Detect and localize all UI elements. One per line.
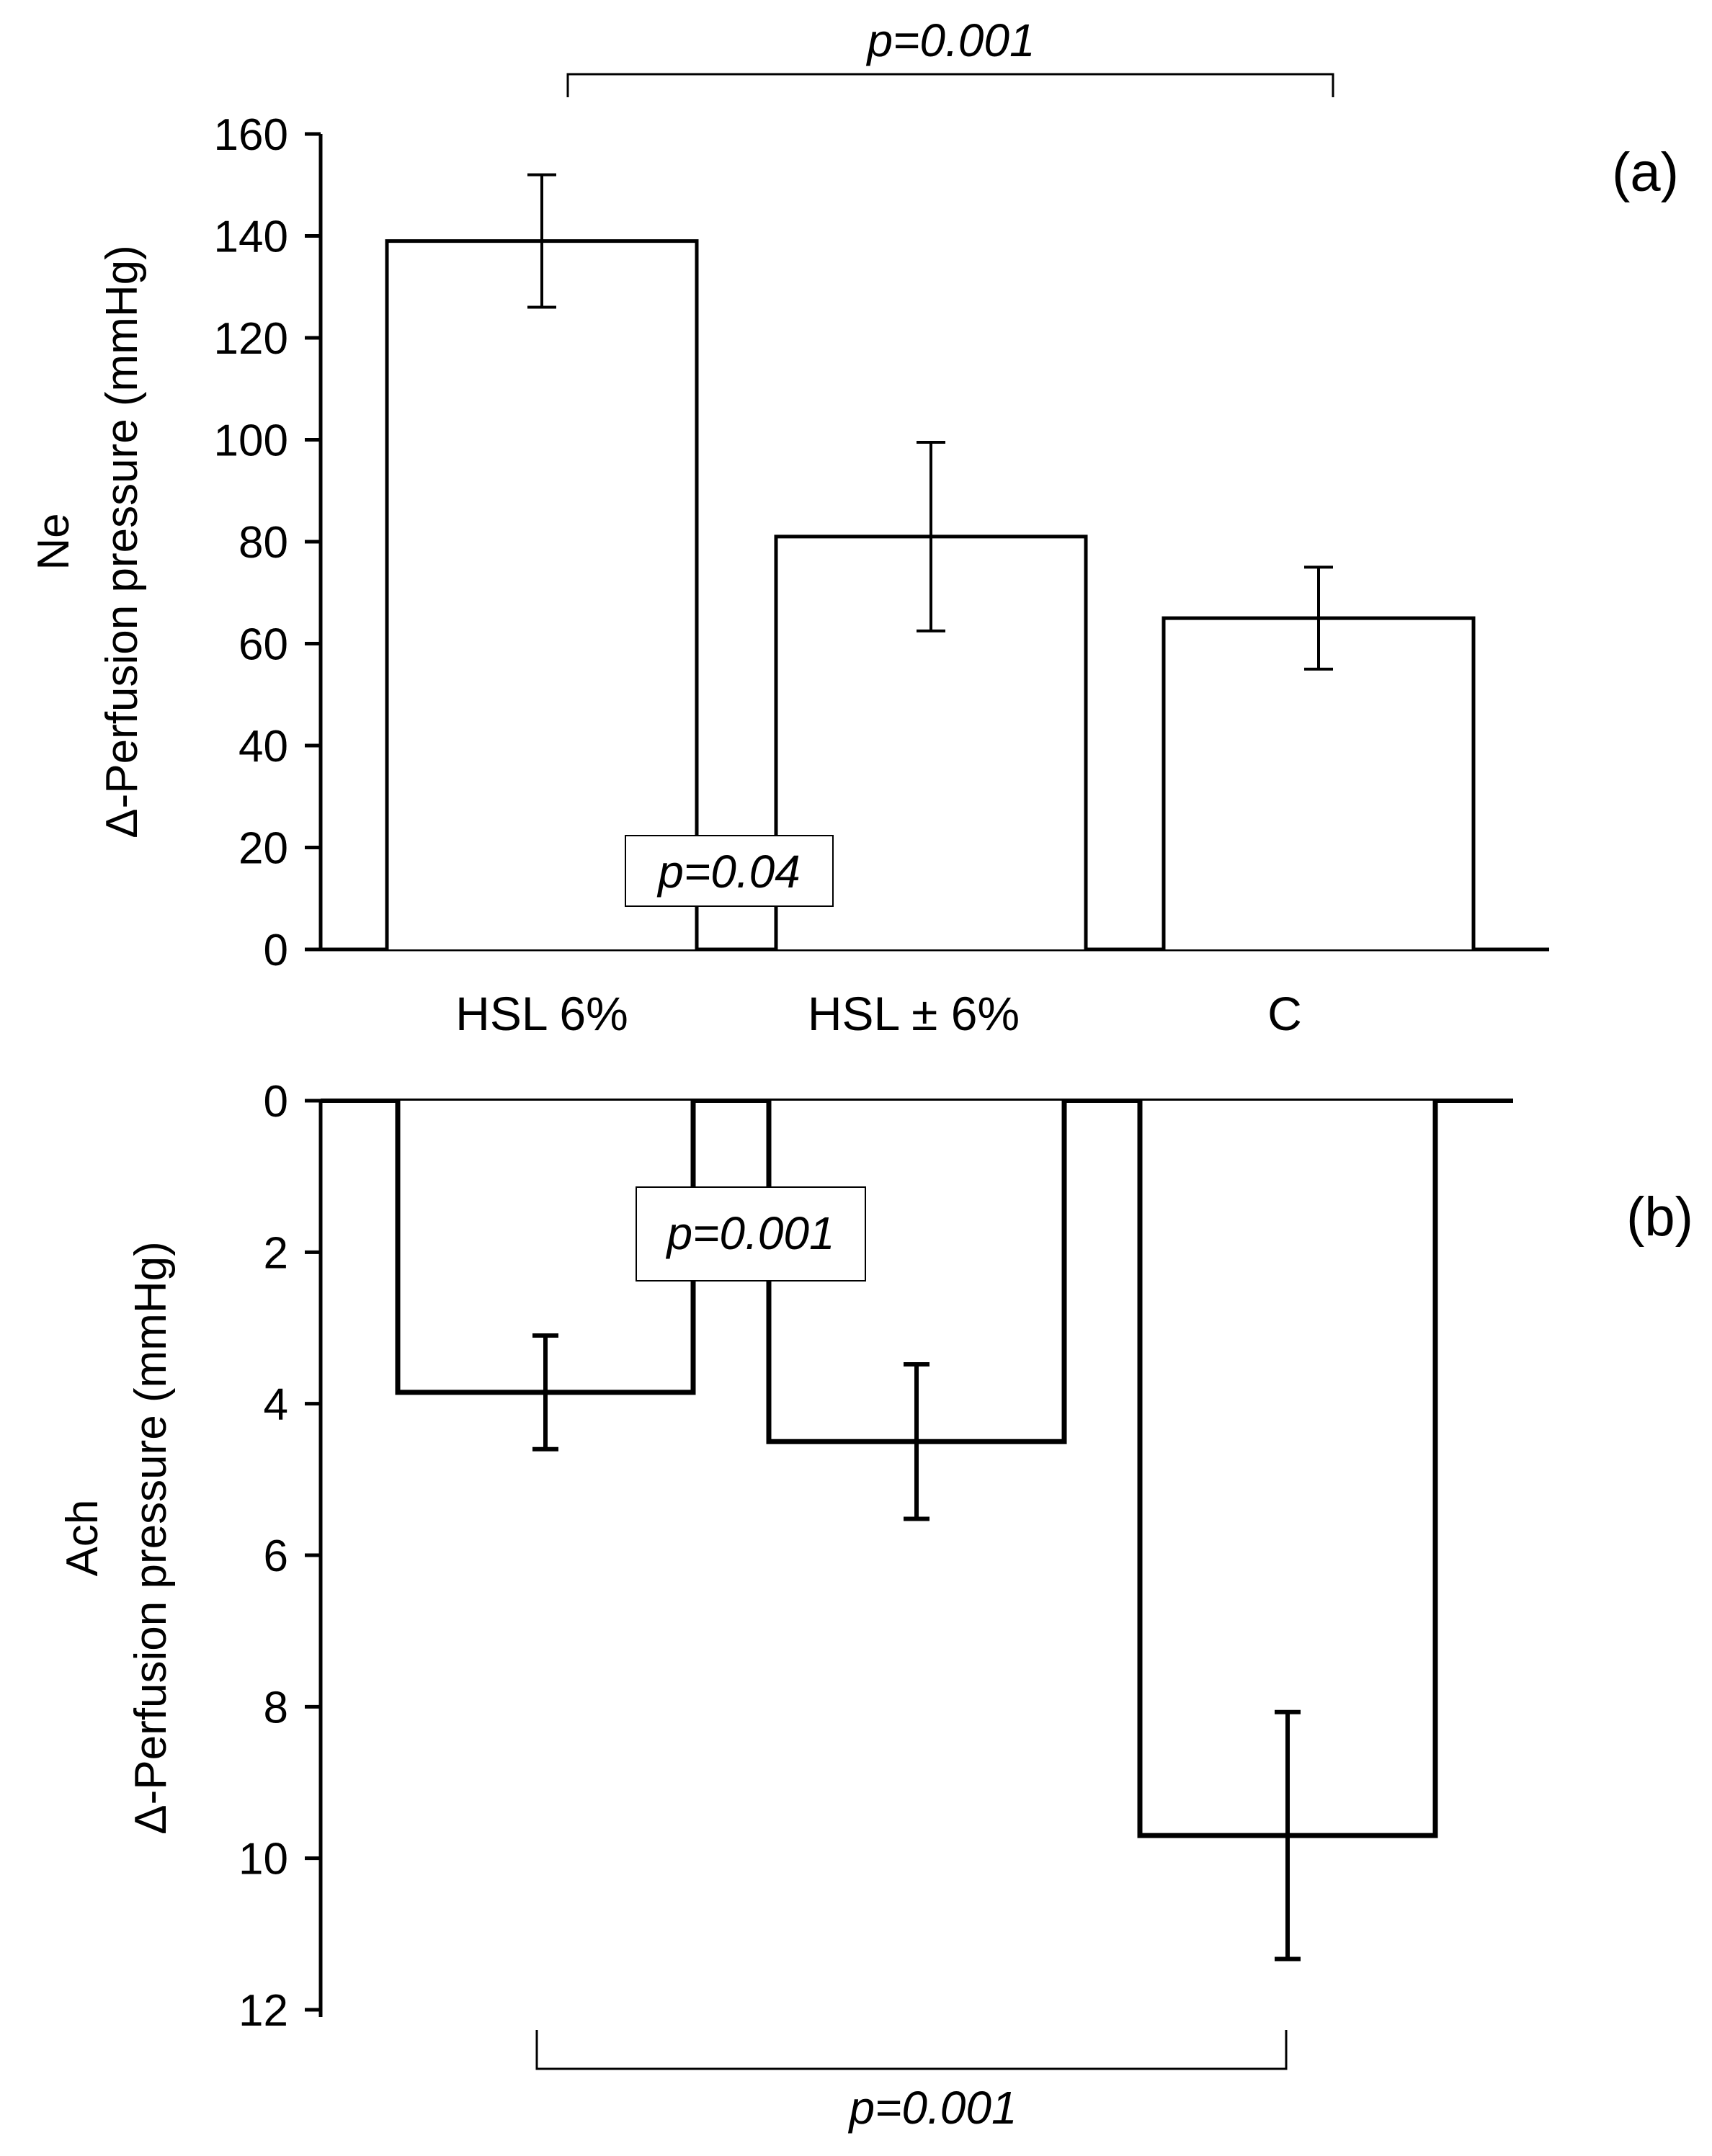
panel-a-label: (a) [1612,142,1679,203]
panel-a-ytick-label: 140 [214,213,288,262]
panel-a-ytick-label: 120 [214,314,288,364]
panel-b-ytick-label: 6 [264,1531,288,1581]
panel-a-category-label: HSL 6% [455,987,628,1040]
panel-b-pvalue-box [636,1186,866,1281]
panel-b: (b) Ach Δ-Perfusion pressure (mmHg) 0 2 4 6… [58,1077,1693,2134]
panel-b-box-pvalue: p=0.001 [665,1207,834,1259]
panel-b-ylabel-line2: Δ-Perfusion pressure (mmHg) [126,1241,176,1835]
panel-b-ytick-label: 8 [264,1683,288,1732]
panel-a-ytick-label: 40 [238,722,288,771]
panel-a-error-bar [527,173,556,309]
panel-a-ylabel-line1: Ne [29,513,79,570]
panel-a-error-bar [917,441,945,632]
panel-b-ytick-label: 12 [238,1986,288,2036]
panel-a-ytick-label: 60 [238,620,288,670]
panel-b-ylabel-line1: Ach [58,1500,107,1577]
panel-a-top-bracket [566,73,1334,97]
panel-a-ytick-label: 100 [214,416,288,466]
panel-a-error-bar [1304,565,1333,671]
panel-a-category-label: HSL ± 6% [808,987,1020,1040]
panel-b-error-bar [904,1361,929,1521]
panel-b-label: (b) [1626,1186,1693,1248]
panel-a-ytick-label: 160 [214,110,288,160]
panel-b-ytick-label: 0 [264,1077,288,1127]
panel-a-box-pvalue: p=0.04 [656,846,801,898]
panel-b-ytick-label: 10 [238,1835,288,1884]
panel-b-error-bar [1275,1709,1301,1962]
panel-a-ytick-label: 80 [238,518,288,568]
panel-a-ylabel-line2: Δ-Perfusion pressure (mmHg) [97,245,147,838]
panel-b-bottom-bracket [535,2030,1288,2070]
panel-a-pvalue-box [625,835,834,907]
panel-a-ytick-label: 0 [264,926,288,975]
panel-b-ytick-label: 4 [264,1380,288,1430]
panel-a-category-label: C [1267,987,1302,1040]
panel-b-ytick-label: 2 [264,1228,288,1278]
panel-b-bottom-pvalue: p=0.001 [847,2082,1017,2134]
panel-a-ytick-label: 20 [238,824,288,874]
panel-b-error-bar [532,1333,558,1452]
panel-a: (a) Ne Δ-Perfusion pressure (mmHg) 0 20 40… [29,14,1679,1040]
panel-a-top-pvalue: p=0.001 [865,14,1035,66]
